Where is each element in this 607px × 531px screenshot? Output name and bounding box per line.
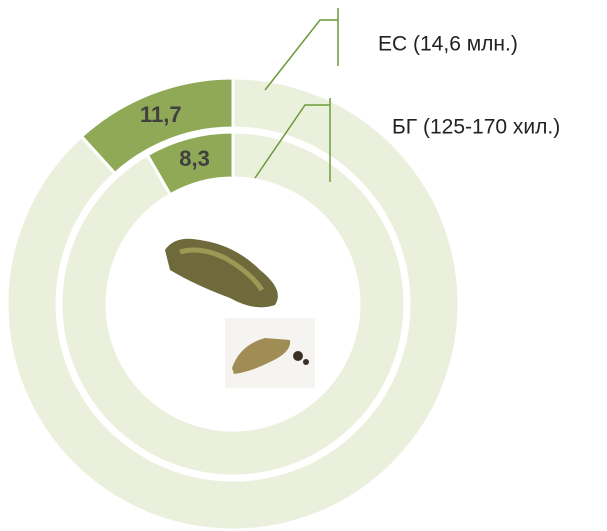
- hash-crumb: [303, 359, 309, 365]
- bud-image: [165, 238, 278, 308]
- leader-line: [254, 104, 330, 179]
- donut-slice: [5, 76, 461, 531]
- bud-highlight: [179, 247, 265, 292]
- rings: [5, 76, 461, 531]
- data-label: 11,7: [140, 102, 182, 127]
- hash-crumb: [293, 351, 303, 361]
- legend-label: ЕС (14,6 млн.): [378, 33, 518, 56]
- data-label: 8,3: [179, 146, 210, 171]
- leader-line: [264, 19, 338, 91]
- decorative-images: [165, 238, 315, 388]
- hash-image: [232, 338, 291, 374]
- legend-label: БГ (125-170 хил.): [392, 116, 560, 139]
- donut-slice: [59, 130, 407, 478]
- leader-lines: [254, 8, 339, 182]
